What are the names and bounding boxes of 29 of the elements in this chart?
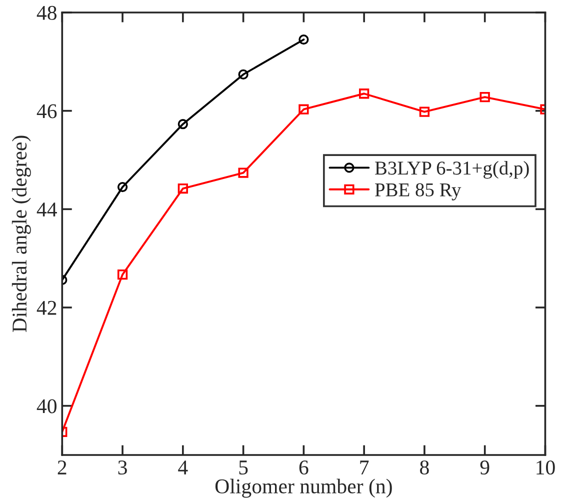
point [298,34,309,45]
y-tick-label: 48 [36,6,56,20]
x-tick-label: 2 [58,460,66,474]
y-tick-label: 46 [36,104,57,118]
legend-label: PBE 85 Ry [375,183,462,200]
x-tick-label: 9 [480,460,490,475]
x-tick-label: 6 [299,460,308,475]
point [480,92,490,102]
point [117,269,128,280]
y-tick-label: 44 [36,202,57,216]
x-tick-label: 4 [178,460,188,474]
x-tick-label: 7 [360,460,369,474]
point [178,183,188,194]
x-tick-label: 5 [239,460,248,475]
point [117,182,128,192]
y-tick-label: 40 [36,399,56,414]
x-tick-label: 3 [118,460,127,475]
point [238,168,248,178]
point [298,104,309,114]
y-axis-title: Dihedral angle (degree) [12,136,31,332]
point [238,69,248,80]
y-tick-label: 42 [36,300,56,315]
x-tick-label: 10 [536,460,555,475]
x-tick-label: 8 [420,460,429,475]
x-axis-title: Oligomer number (n) [215,478,392,498]
legend-label: B3LYP 6-31+g(d,p) [375,161,529,179]
point [178,119,188,130]
point [359,88,370,99]
point [419,106,430,117]
